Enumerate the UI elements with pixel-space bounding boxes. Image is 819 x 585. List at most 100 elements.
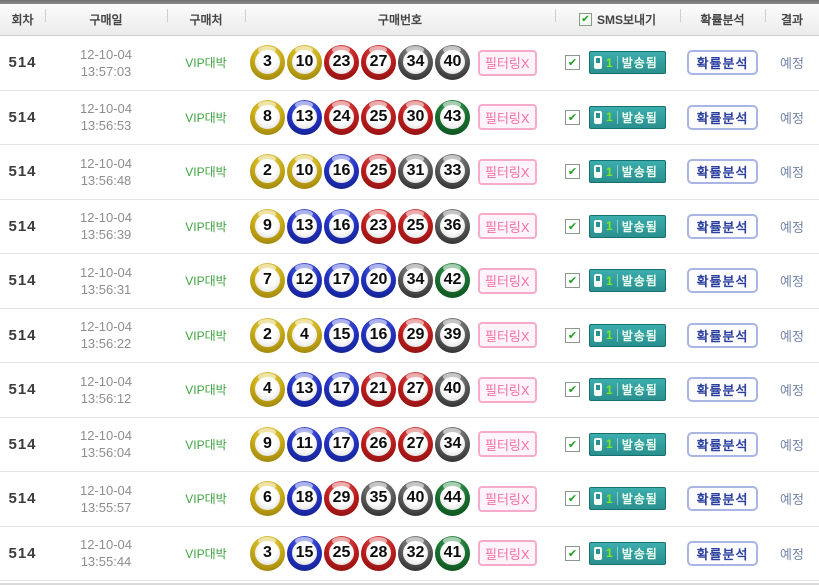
- bottom-divider-bar: [0, 583, 819, 585]
- lotto-ball: 43: [435, 99, 470, 135]
- sms-sent-button[interactable]: 1 발송됨: [589, 432, 666, 456]
- filter-button[interactable]: 필터링X: [478, 158, 537, 185]
- sms-sent-label: 발송됨: [621, 56, 658, 71]
- probability-analysis-button[interactable]: 확률분석: [686, 104, 759, 130]
- result-cell: 예정: [765, 527, 819, 581]
- sms-sent-label: 발송됨: [621, 165, 658, 180]
- header-result: 결과: [765, 4, 819, 35]
- sms-checkbox[interactable]: ✔: [565, 273, 580, 289]
- sms-sent-button[interactable]: 1 발송됨: [589, 487, 666, 511]
- lotto-ball: 42: [435, 263, 470, 299]
- round-number: 514: [8, 490, 37, 508]
- lotto-ball: 30: [398, 99, 433, 135]
- lotto-ball: 40: [398, 481, 433, 517]
- sms-cell: ✔ 1 발송됨: [555, 254, 680, 308]
- purchase-date-cell: 12-10-04 13:56:04: [45, 418, 167, 472]
- probability-analysis-button[interactable]: 확률분석: [686, 540, 759, 566]
- prob-cell: 확률분석: [680, 527, 765, 581]
- store-cell: VIP대박: [167, 91, 245, 145]
- purchase-date-cell: 12-10-04 13:55:57: [45, 472, 167, 526]
- sms-sent-button[interactable]: 1 발송됨: [589, 378, 666, 402]
- sms-cell: ✔ 1 발송됨: [555, 309, 680, 363]
- sms-checkbox[interactable]: ✔: [565, 218, 580, 234]
- result-cell: 예정: [765, 363, 819, 417]
- filter-button[interactable]: 필터링X: [478, 104, 537, 131]
- lotto-balls: 3 15 25 28 32 41: [250, 535, 470, 571]
- sms-sent-button[interactable]: 1 발송됨: [589, 51, 666, 75]
- sms-checkbox[interactable]: ✔: [565, 55, 580, 71]
- table-header: 회차 구매일 구매처 구매번호 ✔ SMS보내기 확률분석 결과: [0, 4, 819, 36]
- sms-checkbox[interactable]: ✔: [565, 382, 580, 398]
- store-name: VIP대박: [185, 274, 227, 289]
- numbers-cell: 2 4 15 16 29 39 필터링X: [245, 309, 555, 363]
- table-row: 514 12-10-04 13:55:57 VIP대박 6 18 29 35 40 44 …: [0, 472, 819, 527]
- probability-analysis-button[interactable]: 확률분석: [686, 213, 759, 239]
- numbers-cell: 4 13 17 21 27 40 필터링X: [245, 363, 555, 417]
- lotto-ball: 27: [361, 45, 396, 81]
- store-cell: VIP대박: [167, 254, 245, 308]
- lotto-ball: 27: [398, 372, 433, 408]
- sms-sent-button[interactable]: 1 발송됨: [589, 214, 666, 238]
- lotto-balls: 9 13 16 23 25 36: [250, 208, 470, 244]
- filter-button[interactable]: 필터링X: [478, 322, 537, 349]
- filter-button[interactable]: 필터링X: [478, 431, 537, 458]
- probability-analysis-button[interactable]: 확률분석: [686, 377, 759, 403]
- store-name: VIP대박: [185, 328, 227, 343]
- lotto-ball: 6: [250, 481, 285, 517]
- sms-cell: ✔ 1 발송됨: [555, 363, 680, 417]
- purchase-time: 13:55:44: [80, 554, 132, 570]
- sms-divider: [616, 110, 618, 124]
- lotto-ball: 4: [287, 317, 322, 353]
- purchase-date: 12-10-04: [79, 46, 133, 62]
- probability-analysis-button[interactable]: 확률분석: [686, 431, 759, 457]
- lotto-ball: 16: [361, 317, 396, 353]
- lotto-ball: 16: [324, 208, 359, 244]
- sms-checkbox[interactable]: ✔: [565, 327, 580, 343]
- sms-count: 1: [606, 164, 613, 179]
- filter-button[interactable]: 필터링X: [478, 485, 537, 512]
- store-cell: VIP대박: [167, 309, 245, 363]
- sms-cell: ✔ 1 발송됨: [555, 472, 680, 526]
- sms-select-all-checkbox[interactable]: ✔: [578, 13, 592, 26]
- lotto-ball: 20: [361, 263, 396, 299]
- purchase-time: 13:56:22: [80, 336, 132, 352]
- sms-sent-button[interactable]: 1 발송됨: [589, 541, 666, 565]
- sms-checkbox[interactable]: ✔: [565, 436, 580, 452]
- prob-cell: 확률분석: [680, 200, 765, 254]
- header-sms-label: SMS보내기: [596, 13, 657, 27]
- lotto-ball: 25: [324, 535, 359, 571]
- sms-sent-label: 발송됨: [621, 546, 658, 561]
- sms-checkbox[interactable]: ✔: [565, 164, 580, 180]
- purchase-time: 13:56:04: [80, 445, 132, 461]
- sms-checkbox[interactable]: ✔: [565, 545, 580, 561]
- filter-button[interactable]: 필터링X: [478, 49, 537, 76]
- filter-button[interactable]: 필터링X: [478, 267, 537, 294]
- probability-analysis-button[interactable]: 확률분석: [686, 159, 759, 185]
- sms-sent-button[interactable]: 1 발송됨: [589, 160, 666, 184]
- store-name: VIP대박: [185, 492, 227, 507]
- sms-checkbox[interactable]: ✔: [565, 109, 580, 125]
- probability-analysis-button[interactable]: 확률분석: [686, 322, 759, 348]
- sms-sent-button[interactable]: 1 발송됨: [589, 323, 666, 347]
- store-cell: VIP대박: [167, 145, 245, 199]
- probability-analysis-button[interactable]: 확률분석: [686, 268, 759, 294]
- lotto-ball: 35: [361, 481, 396, 517]
- store-name: VIP대박: [185, 546, 227, 561]
- sms-sent-label: 발송됨: [621, 274, 658, 289]
- lotto-ball: 36: [435, 208, 470, 244]
- filter-button[interactable]: 필터링X: [478, 376, 537, 403]
- sms-checkbox[interactable]: ✔: [565, 491, 580, 507]
- filter-button[interactable]: 필터링X: [478, 213, 537, 240]
- probability-analysis-button[interactable]: 확률분석: [686, 486, 759, 512]
- lotto-ball: 27: [398, 426, 433, 462]
- sms-sent-button[interactable]: 1 발송됨: [589, 269, 666, 293]
- sms-divider: [616, 219, 618, 233]
- probability-analysis-button[interactable]: 확률분석: [686, 50, 759, 76]
- filter-button[interactable]: 필터링X: [478, 540, 537, 567]
- sms-count: 1: [606, 546, 613, 561]
- purchase-date: 12-10-04: [79, 428, 133, 444]
- lotto-ball: 17: [324, 426, 359, 462]
- round-number: 514: [8, 108, 37, 126]
- sms-sent-button[interactable]: 1 발송됨: [589, 105, 666, 129]
- lotto-ball: 34: [398, 45, 433, 81]
